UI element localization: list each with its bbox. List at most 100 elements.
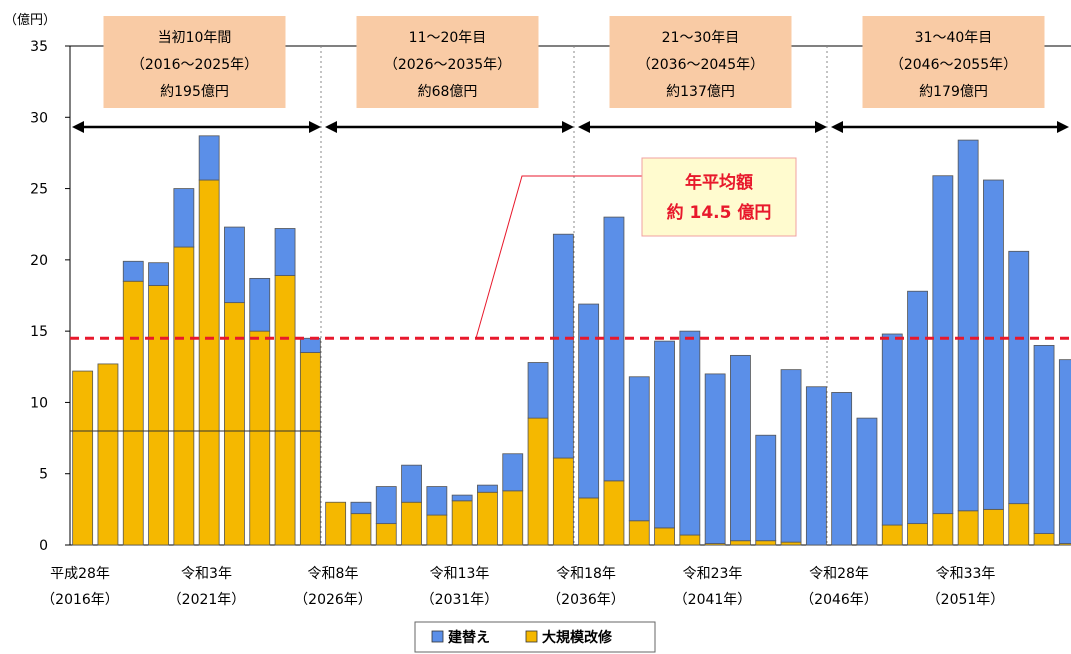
bar-rebuild xyxy=(426,486,448,516)
bar-rebuild xyxy=(350,501,372,515)
period-amount: 約68億円 xyxy=(418,84,478,100)
bar-renovation xyxy=(628,520,650,546)
bar-rebuild xyxy=(122,260,144,282)
bar-renovation xyxy=(1033,533,1055,546)
bar-renovation xyxy=(881,524,903,546)
period-annotations: 当初10年間 （2016～2025年） 約195億円 11～20年目 （2026～203… xyxy=(72,16,1069,133)
bar-renovation xyxy=(173,246,195,546)
bar-rebuild xyxy=(856,417,878,546)
legend: 建替え 大規模改修 xyxy=(414,621,656,653)
legend-label-rebuild: 建替え xyxy=(448,629,490,646)
period-box xyxy=(609,16,792,108)
bar-renovation xyxy=(502,490,524,546)
bar-renovation xyxy=(755,540,777,546)
bar-renovation xyxy=(97,363,119,546)
y-tick-label: 25 xyxy=(30,182,48,198)
bar-renovation xyxy=(148,285,169,546)
y-tick-label: 35 xyxy=(30,39,48,55)
x-tick-label-era: 令和23年 xyxy=(683,566,743,582)
period-title: 21～30年目 xyxy=(662,30,740,46)
bar-renovation xyxy=(654,527,675,546)
period-box xyxy=(103,16,286,108)
x-tick-label-year: （2046年） xyxy=(800,592,878,608)
bar-renovation xyxy=(907,523,928,546)
period-title: 当初10年間 xyxy=(158,29,232,46)
bar-rebuild xyxy=(1008,250,1030,505)
x-tick-label-year: （2031年） xyxy=(421,592,499,608)
bar-rebuild xyxy=(451,494,473,502)
y-axis-unit-label: （億円） xyxy=(4,12,56,28)
period-range: （2046～2055年） xyxy=(890,57,1017,73)
bar-renovation xyxy=(375,523,397,546)
bars-group xyxy=(72,135,1071,546)
bar-renovation xyxy=(249,330,271,546)
bar-renovation xyxy=(122,280,144,546)
bar-renovation xyxy=(299,352,321,546)
y-tick-label: 30 xyxy=(30,110,48,126)
y-tick-label: 10 xyxy=(30,395,48,411)
bar-rebuild xyxy=(224,226,245,304)
x-tick-label-year: （2041年） xyxy=(674,592,752,608)
bar-rebuild xyxy=(1058,359,1071,544)
x-tick-label-year: （2016年） xyxy=(41,592,119,608)
bar-rebuild xyxy=(603,216,625,482)
bar-rebuild xyxy=(654,340,675,529)
bar-rebuild xyxy=(299,337,321,353)
bar-rebuild xyxy=(831,392,853,546)
legend-swatch-renovation xyxy=(525,630,538,643)
bar-renovation xyxy=(780,541,802,546)
y-tick-label: 15 xyxy=(30,324,48,340)
bar-renovation xyxy=(983,508,1004,546)
bar-renovation xyxy=(350,513,372,546)
bar-rebuild xyxy=(552,233,574,459)
bar-rebuild xyxy=(907,290,928,525)
bar-rebuild xyxy=(527,362,549,419)
x-axis-labels: 平成28年 （2016年） 令和3年 （2021年） 令和8年 （2026年） 令和13年 （… xyxy=(41,566,1004,608)
bar-renovation xyxy=(198,179,220,546)
period-amount: 約137億円 xyxy=(666,84,735,100)
y-tick-label: 20 xyxy=(30,253,48,269)
x-tick-label-era: 令和3年 xyxy=(181,566,232,582)
bar-renovation xyxy=(72,370,94,546)
arrow-left-head xyxy=(831,121,843,133)
bar-rebuild xyxy=(148,262,169,286)
bar-renovation xyxy=(730,540,751,546)
bar-renovation xyxy=(679,534,701,546)
x-tick-label-era: 平成28年 xyxy=(50,566,110,582)
period-range: （2026～2035年） xyxy=(384,57,511,73)
period-title: 31～40年目 xyxy=(915,30,993,46)
bar-rebuild xyxy=(805,386,827,546)
bar-rebuild xyxy=(375,486,397,525)
arrow-right-head xyxy=(1057,121,1069,133)
legend-swatch-rebuild xyxy=(431,630,444,643)
bar-renovation xyxy=(274,275,296,546)
bar-rebuild xyxy=(198,135,220,181)
legend-box xyxy=(414,621,656,653)
arrow-left-head xyxy=(72,121,84,133)
bar-rebuild xyxy=(730,354,751,542)
x-tick-label-era: 令和8年 xyxy=(308,566,359,582)
bar-renovation xyxy=(527,417,549,546)
x-tick-label-year: （2026年） xyxy=(294,592,372,608)
bar-rebuild xyxy=(983,179,1004,510)
arrow-left-head xyxy=(325,121,337,133)
bar-rebuild xyxy=(578,303,600,499)
arrow-right-head xyxy=(815,121,827,133)
bar-rebuild xyxy=(628,376,650,522)
arrow-right-head xyxy=(309,121,321,133)
bar-rebuild xyxy=(173,188,195,248)
callout-leader-line xyxy=(475,175,642,339)
bar-renovation xyxy=(603,480,625,546)
bar-rebuild xyxy=(249,277,271,332)
y-tick-label: 5 xyxy=(39,467,48,483)
x-tick-label-era: 令和13年 xyxy=(430,566,490,582)
period-title: 11～20年目 xyxy=(409,30,487,46)
x-tick-label-era: 令和28年 xyxy=(809,566,869,582)
bar-renovation xyxy=(1008,503,1030,546)
period-box xyxy=(862,16,1045,108)
arrow-left-head xyxy=(578,121,590,133)
bar-renovation xyxy=(477,491,498,546)
callout-title: 年平均額 xyxy=(685,172,753,193)
bar-rebuild xyxy=(502,453,524,492)
